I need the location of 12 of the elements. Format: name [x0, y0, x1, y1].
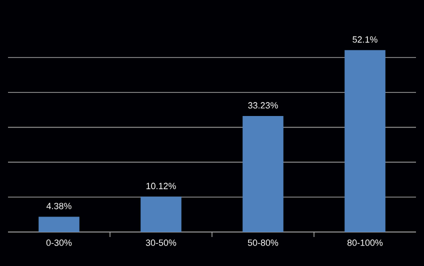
data-label: 33.23%: [248, 102, 278, 109]
data-label: 10.12%: [146, 182, 176, 190]
bar: [242, 116, 284, 232]
bar: [344, 50, 386, 232]
x-tick-label: 0-30%: [46, 240, 72, 246]
x-tick-label: 80-100%: [347, 240, 383, 246]
bar: [140, 196, 182, 232]
x-tick-label: 30-50%: [146, 240, 176, 246]
data-label: 4.38%: [46, 202, 72, 210]
x-tick-label: 50-80%: [248, 240, 278, 246]
bar: [38, 216, 80, 232]
data-label: 52.1%: [352, 36, 378, 43]
